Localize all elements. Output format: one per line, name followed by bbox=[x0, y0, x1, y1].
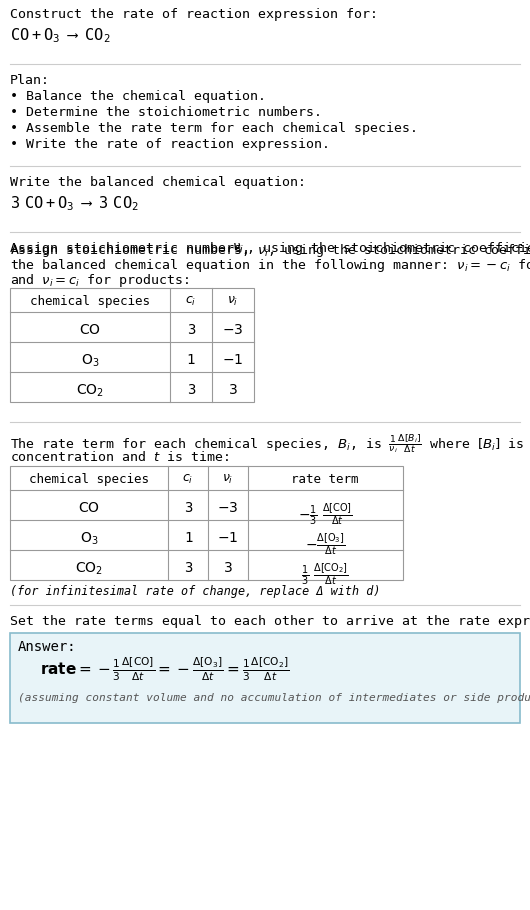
Text: 1: 1 bbox=[187, 353, 195, 367]
Text: Write the balanced chemical equation:: Write the balanced chemical equation: bbox=[10, 176, 306, 189]
Text: Assign stoichiometric numbers,: Assign stoichiometric numbers, bbox=[10, 242, 258, 255]
Text: $-\frac{1}{3}\ \frac{\Delta[\mathrm{CO}]}{\Delta t}$: $-\frac{1}{3}\ \frac{\Delta[\mathrm{CO}]… bbox=[298, 501, 352, 527]
Text: • Assemble the rate term for each chemical species.: • Assemble the rate term for each chemic… bbox=[10, 122, 418, 135]
Text: $\nu_i$: $\nu_i$ bbox=[232, 242, 244, 255]
Text: 1: 1 bbox=[184, 531, 192, 545]
Text: $-1$: $-1$ bbox=[217, 531, 238, 545]
Text: (assuming constant volume and no accumulation of intermediates or side products): (assuming constant volume and no accumul… bbox=[18, 693, 530, 703]
Text: 3: 3 bbox=[187, 323, 195, 337]
Text: 3: 3 bbox=[184, 561, 192, 575]
Text: 3: 3 bbox=[228, 383, 237, 397]
Text: $\mathtt{3 \ CO + O_3 \ \longrightarrow \ 3 \ CO_2}$: $\mathtt{3 \ CO + O_3 \ \longrightarrow … bbox=[10, 194, 139, 213]
Text: $\mathrm{CO}$: $\mathrm{CO}$ bbox=[79, 323, 101, 337]
Text: Assign stoichiometric numbers, $\nu_i$, using the stoichiometric coefficients, $: Assign stoichiometric numbers, $\nu_i$, … bbox=[10, 242, 530, 259]
Text: • Determine the stoichiometric numbers.: • Determine the stoichiometric numbers. bbox=[10, 106, 322, 119]
Text: rate term: rate term bbox=[292, 473, 359, 486]
Text: Construct the rate of reaction expression for:: Construct the rate of reaction expressio… bbox=[10, 8, 378, 21]
Text: $c_i$: $c_i$ bbox=[186, 295, 197, 308]
Text: • Write the rate of reaction expression.: • Write the rate of reaction expression. bbox=[10, 138, 330, 151]
Text: $\nu_i$: $\nu_i$ bbox=[222, 473, 234, 486]
Text: $-3$: $-3$ bbox=[223, 323, 244, 337]
Text: $\mathrm{CO_2}$: $\mathrm{CO_2}$ bbox=[75, 561, 103, 578]
Text: , using the stoichiometric coefficients,: , using the stoichiometric coefficients, bbox=[247, 242, 530, 255]
Text: $\frac{1}{3}\ \frac{\Delta[\mathrm{CO_2}]}{\Delta t}$: $\frac{1}{3}\ \frac{\Delta[\mathrm{CO_2}… bbox=[301, 561, 349, 587]
Text: concentration and $t$ is time:: concentration and $t$ is time: bbox=[10, 450, 229, 464]
Text: $c_i$: $c_i$ bbox=[182, 473, 193, 486]
Text: 3: 3 bbox=[187, 383, 195, 397]
Text: the balanced chemical equation in the following manner: $\nu_i = -c_i$ for react: the balanced chemical equation in the fo… bbox=[10, 257, 530, 274]
FancyBboxPatch shape bbox=[10, 633, 520, 723]
Text: $-1$: $-1$ bbox=[223, 353, 244, 367]
Text: $\mathtt{CO + O_3 \ \longrightarrow \ CO_2}$: $\mathtt{CO + O_3 \ \longrightarrow \ CO… bbox=[10, 26, 111, 45]
Text: 3: 3 bbox=[184, 501, 192, 515]
Text: 3: 3 bbox=[224, 561, 232, 575]
Text: and $\nu_i = c_i$ for products:: and $\nu_i = c_i$ for products: bbox=[10, 272, 189, 289]
Bar bbox=[10, 288, 254, 402]
Bar bbox=[10, 466, 403, 580]
Text: Plan:: Plan: bbox=[10, 74, 50, 87]
Text: chemical species: chemical species bbox=[30, 295, 150, 308]
Text: $\mathrm{CO_2}$: $\mathrm{CO_2}$ bbox=[76, 383, 104, 399]
Text: The rate term for each chemical species, $B_i$, is $\frac{1}{\nu_i}\frac{\Delta[: The rate term for each chemical species,… bbox=[10, 432, 530, 455]
Text: $\nu_i$: $\nu_i$ bbox=[227, 295, 238, 308]
Text: Answer:: Answer: bbox=[18, 640, 77, 654]
Text: $\mathrm{O_3}$: $\mathrm{O_3}$ bbox=[80, 531, 98, 548]
Text: $-\frac{\Delta[\mathrm{O_3}]}{\Delta t}$: $-\frac{\Delta[\mathrm{O_3}]}{\Delta t}$ bbox=[305, 531, 345, 557]
Text: $\mathbf{rate} = -\frac{1}{3}\frac{\Delta[\mathrm{CO}]}{\Delta t} = -\frac{\Delt: $\mathbf{rate} = -\frac{1}{3}\frac{\Delt… bbox=[40, 655, 289, 682]
Text: Set the rate terms equal to each other to arrive at the rate expression:: Set the rate terms equal to each other t… bbox=[10, 615, 530, 628]
Text: $\mathrm{CO}$: $\mathrm{CO}$ bbox=[78, 501, 100, 515]
Text: $\mathrm{O_3}$: $\mathrm{O_3}$ bbox=[81, 353, 99, 369]
Text: • Balance the chemical equation.: • Balance the chemical equation. bbox=[10, 90, 266, 103]
Text: chemical species: chemical species bbox=[29, 473, 149, 486]
Text: $-3$: $-3$ bbox=[217, 501, 238, 515]
Text: (for infinitesimal rate of change, replace Δ with d): (for infinitesimal rate of change, repla… bbox=[10, 585, 381, 598]
